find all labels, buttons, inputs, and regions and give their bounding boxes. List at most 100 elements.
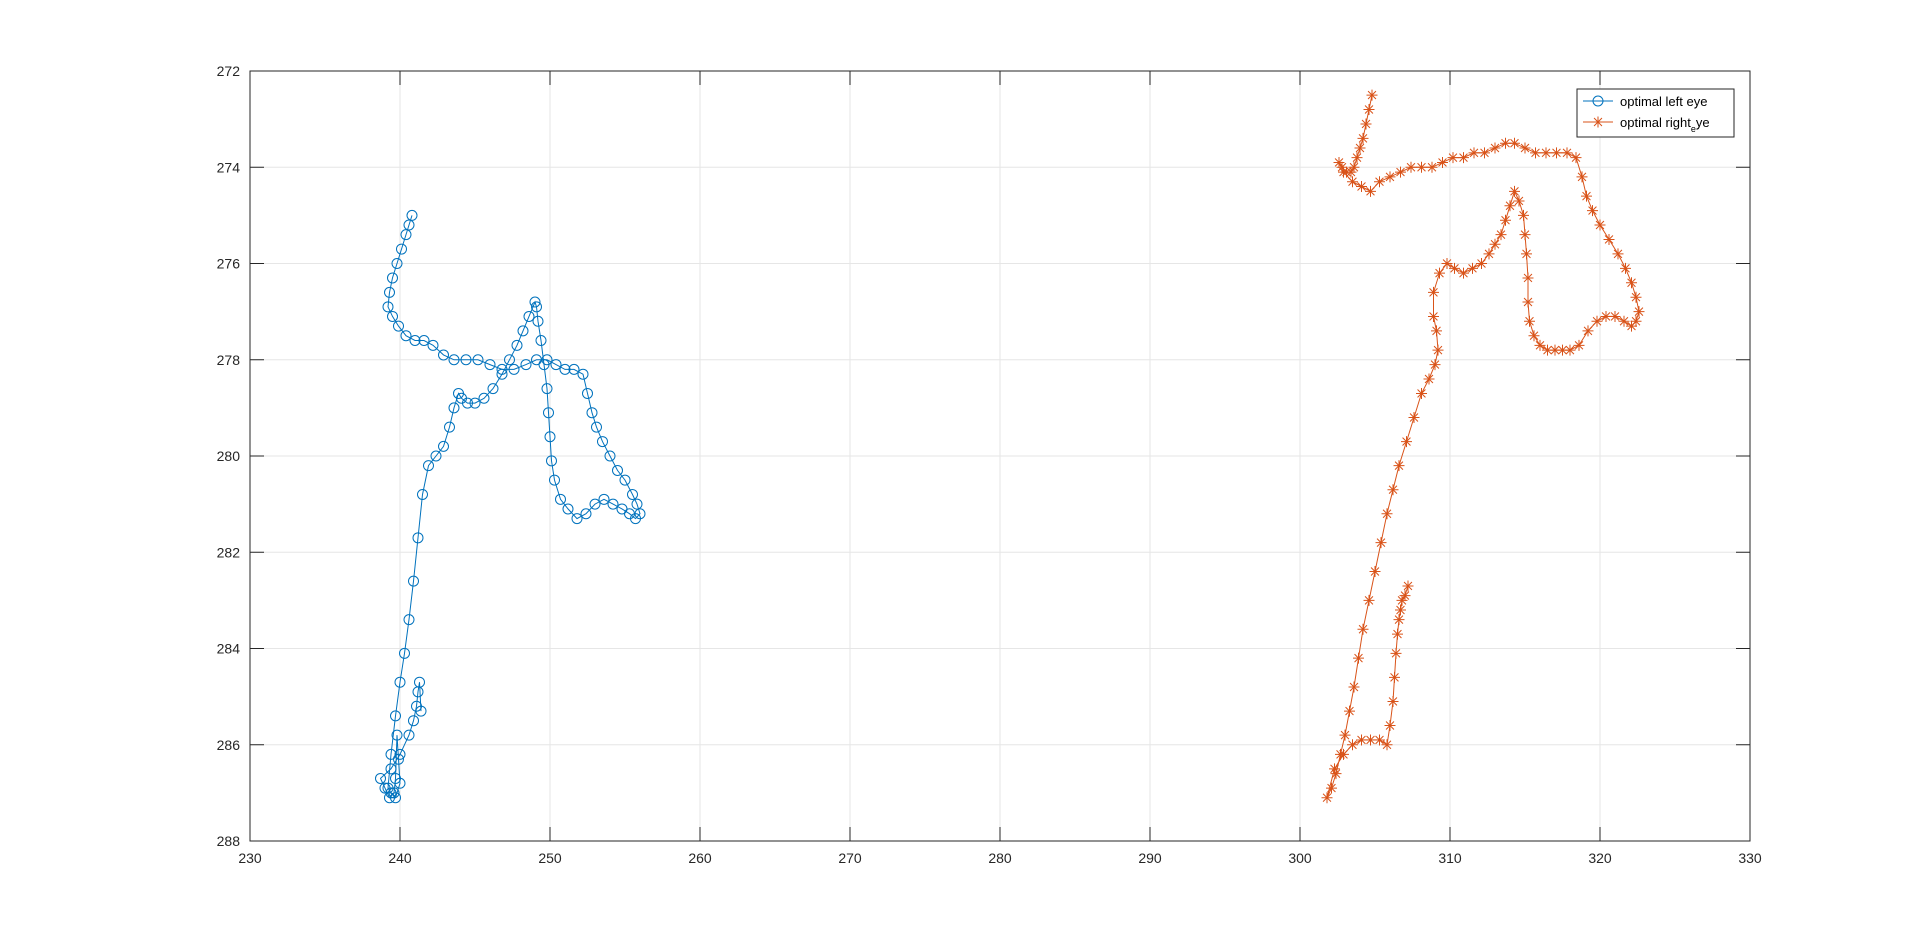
tick-labels: 230 240 250 260 270 280 290 300 310 320 330 272 274 2… bbox=[217, 63, 1762, 866]
legend-entries: optimal left eye optimal righteye bbox=[1583, 94, 1710, 134]
series-right-eye bbox=[1321, 89, 1645, 804]
data-point bbox=[1534, 339, 1546, 351]
data-point bbox=[1347, 176, 1358, 188]
data-point bbox=[1374, 734, 1385, 746]
data-point bbox=[1561, 147, 1573, 159]
data-point bbox=[1591, 315, 1603, 327]
data-point bbox=[1509, 185, 1520, 197]
data-point bbox=[1405, 161, 1417, 173]
data-point bbox=[415, 705, 427, 717]
series-line bbox=[379, 215, 641, 799]
data-point bbox=[414, 676, 425, 688]
data-point bbox=[1416, 387, 1427, 399]
data-point bbox=[387, 272, 398, 284]
data-point bbox=[1396, 594, 1408, 606]
data-point bbox=[384, 792, 395, 804]
data-point bbox=[427, 339, 439, 351]
legend-marker bbox=[1592, 95, 1604, 107]
data-point bbox=[1441, 258, 1453, 269]
data-point bbox=[1395, 604, 1406, 616]
data-point bbox=[1384, 171, 1396, 183]
data-point bbox=[1330, 768, 1342, 780]
data-point bbox=[472, 354, 484, 366]
data-point bbox=[1458, 267, 1469, 279]
data-point bbox=[1326, 782, 1337, 794]
axes-frame bbox=[249, 70, 1751, 842]
data-point bbox=[1347, 739, 1358, 751]
data-point bbox=[1369, 566, 1381, 577]
data-point bbox=[1381, 508, 1393, 520]
data-point bbox=[1504, 200, 1516, 212]
data-point bbox=[478, 392, 490, 404]
data-point bbox=[1603, 233, 1615, 245]
data-point bbox=[487, 383, 499, 395]
data-point bbox=[619, 474, 631, 486]
data-point bbox=[1423, 373, 1435, 385]
data-point bbox=[1353, 652, 1364, 664]
legend-label-subscript: e bbox=[1691, 124, 1696, 134]
legend-label: optimal righteye bbox=[1620, 115, 1710, 134]
data-point bbox=[1374, 176, 1385, 188]
data-point bbox=[403, 219, 415, 231]
data-point bbox=[412, 532, 424, 544]
data-point bbox=[546, 455, 557, 467]
data-point bbox=[1431, 325, 1442, 337]
y-tick-label: 280 bbox=[217, 448, 241, 464]
data-point bbox=[586, 407, 598, 419]
data-point bbox=[399, 647, 410, 659]
data-point bbox=[1524, 315, 1535, 327]
data-point bbox=[430, 450, 442, 462]
data-point bbox=[1522, 296, 1534, 308]
data-point bbox=[1479, 147, 1490, 159]
legend-label-part: optimal right bbox=[1620, 115, 1691, 130]
data-point bbox=[1612, 248, 1624, 260]
data-point bbox=[390, 772, 401, 784]
y-tick-label: 272 bbox=[217, 63, 241, 79]
data-point bbox=[1434, 267, 1445, 279]
data-point bbox=[460, 354, 472, 366]
data-point bbox=[1618, 315, 1630, 327]
legend: optimal left eye optimal righteye bbox=[1576, 88, 1735, 138]
data-point bbox=[408, 575, 419, 587]
data-point bbox=[597, 436, 608, 448]
data-point bbox=[385, 763, 397, 775]
data-point bbox=[1570, 152, 1582, 164]
data-point bbox=[1348, 681, 1360, 693]
data-point bbox=[520, 359, 532, 371]
data-point bbox=[1540, 147, 1552, 159]
data-point bbox=[379, 782, 391, 794]
data-point bbox=[1530, 147, 1541, 159]
data-point bbox=[448, 354, 460, 366]
y-tick-label: 278 bbox=[217, 352, 241, 368]
x-tick-label: 260 bbox=[688, 850, 712, 866]
data-point bbox=[1344, 705, 1355, 717]
data-point bbox=[1476, 258, 1487, 269]
data-point bbox=[550, 359, 562, 371]
data-point bbox=[529, 296, 541, 308]
data-point bbox=[1356, 181, 1367, 192]
data-point bbox=[1582, 325, 1594, 337]
data-point bbox=[541, 383, 553, 395]
data-point bbox=[438, 349, 449, 361]
data-point bbox=[604, 450, 616, 462]
data-point bbox=[1518, 209, 1529, 221]
data-point bbox=[1633, 306, 1645, 318]
data-point bbox=[598, 493, 610, 505]
data-point bbox=[1321, 792, 1333, 804]
data-point bbox=[612, 464, 623, 476]
data-point bbox=[1357, 132, 1369, 144]
data-point bbox=[538, 359, 550, 371]
y-tick-label: 274 bbox=[217, 159, 241, 175]
legend-entry: optimal left eye bbox=[1583, 94, 1707, 109]
data-point bbox=[1500, 137, 1511, 149]
x-tick-label: 300 bbox=[1288, 850, 1312, 866]
data-point bbox=[568, 363, 580, 375]
data-point bbox=[616, 503, 628, 515]
legend-marker bbox=[1592, 116, 1604, 128]
data-point bbox=[1528, 330, 1540, 342]
data-point bbox=[400, 330, 412, 342]
data-point bbox=[504, 354, 515, 366]
data-point bbox=[417, 489, 428, 500]
data-point bbox=[544, 431, 556, 443]
